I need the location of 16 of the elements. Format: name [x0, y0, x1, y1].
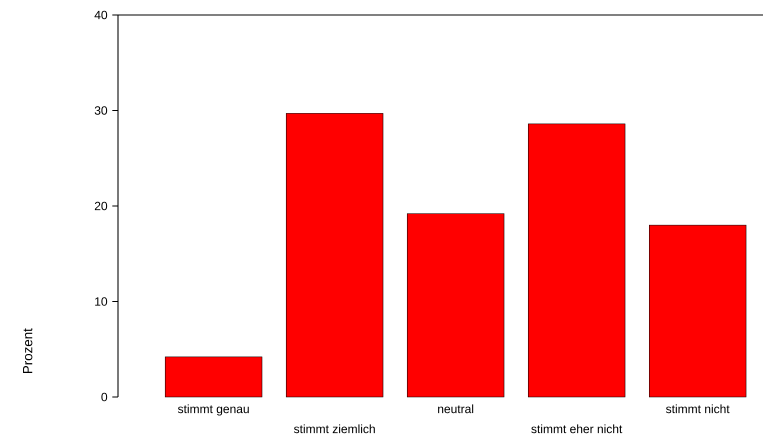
bar — [648, 224, 746, 398]
y-tick-label: 10 — [95, 297, 108, 306]
y-tick-label: 30 — [94, 106, 108, 115]
bar — [406, 213, 504, 398]
bar — [528, 124, 626, 398]
bar — [286, 113, 384, 398]
y-tick-label: 0 — [101, 392, 108, 402]
x-tick-label: neutral — [438, 404, 474, 414]
y-tick-label: 20 — [94, 202, 108, 210]
x-tick-label: stimmt nicht — [666, 404, 730, 414]
x-tick-label: stimmt ziemlich — [294, 424, 375, 434]
bar — [164, 356, 262, 398]
y-axis-title: Prozent — [23, 328, 32, 374]
x-tick-label: stimmt eher nicht — [531, 424, 622, 434]
y-tick-label: 40 — [94, 10, 108, 20]
x-tick-label: stimmt genau — [178, 404, 249, 416]
